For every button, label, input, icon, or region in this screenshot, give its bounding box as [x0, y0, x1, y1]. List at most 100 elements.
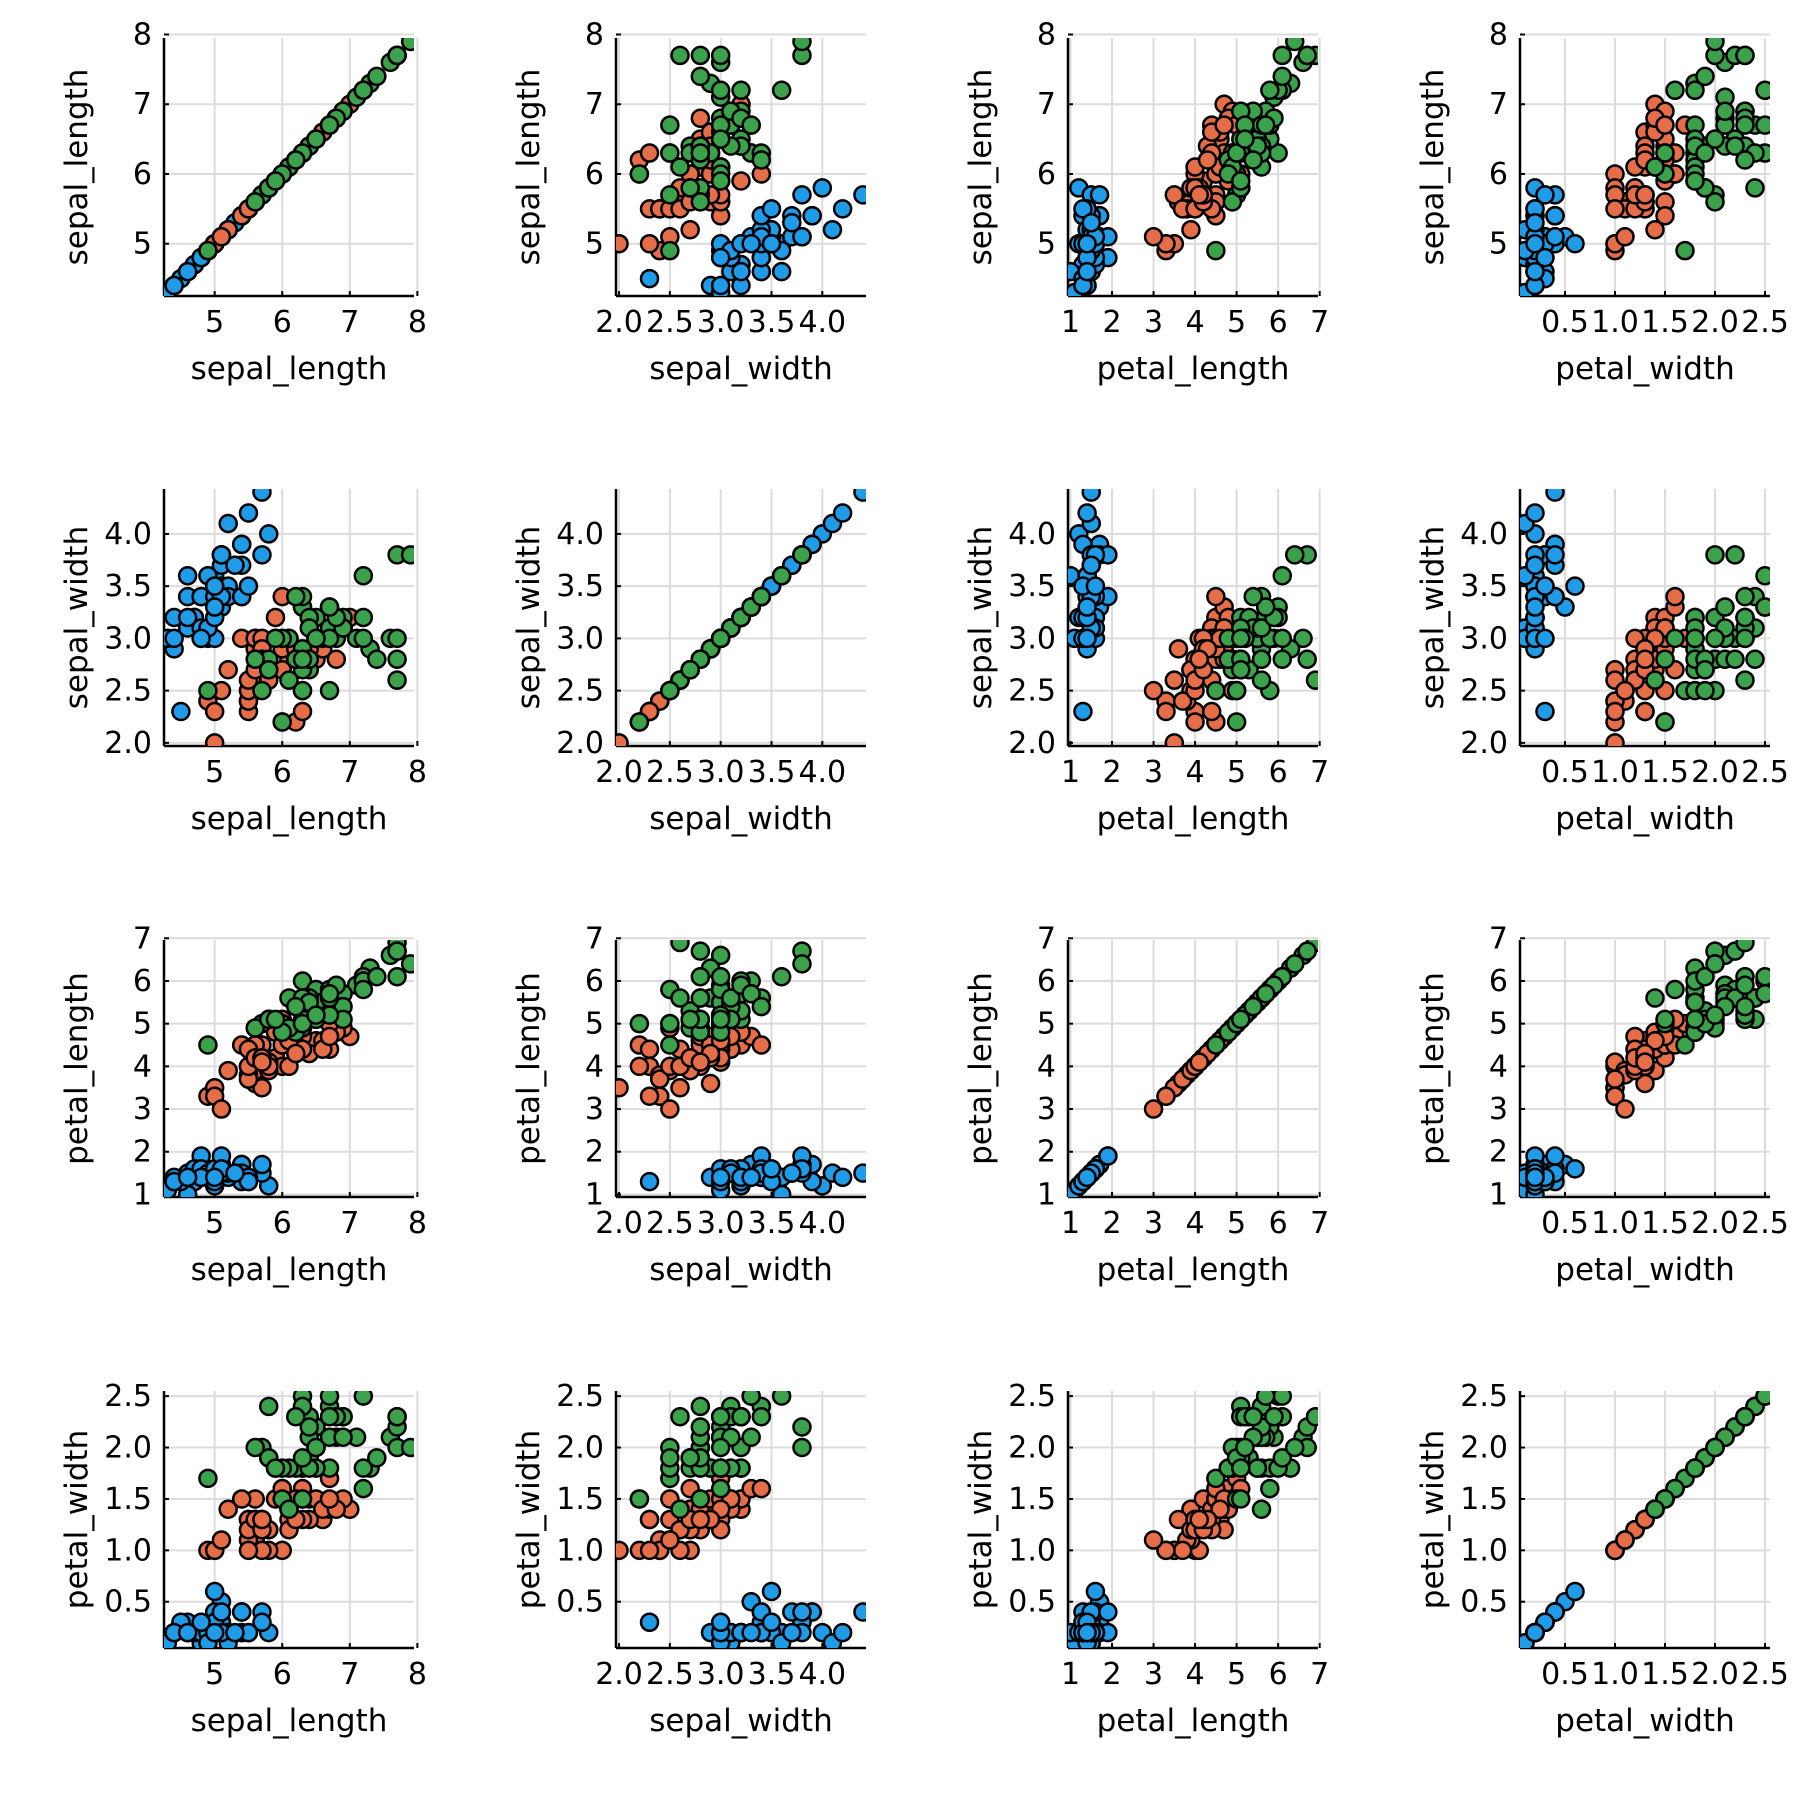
point-setosa	[832, 199, 853, 219]
point-virginica	[1235, 1437, 1255, 1458]
point-setosa	[1098, 1602, 1118, 1622]
x-tick-label: 7	[1310, 1657, 1329, 1692]
point-virginica	[198, 1468, 218, 1489]
y-tick-label: 1.0	[104, 1533, 152, 1568]
point-virginica	[1284, 954, 1305, 974]
point-virginica	[286, 1406, 306, 1427]
point-virginica	[710, 945, 731, 966]
point-setosa	[1077, 503, 1097, 523]
x-tick-label: 4.0	[798, 1206, 846, 1241]
y-axis-label: petal_length	[59, 972, 95, 1165]
point-virginica	[1735, 115, 1755, 135]
point-virginica	[279, 670, 299, 690]
points-layer	[1520, 38, 1770, 296]
y-tick-label: 7	[1489, 87, 1508, 122]
point-virginica	[1755, 80, 1770, 101]
point-versicolor	[1168, 639, 1189, 659]
point-virginica	[629, 164, 650, 184]
point-virginica	[1695, 659, 1715, 680]
point-versicolor	[616, 1540, 629, 1561]
point-virginica	[1655, 712, 1675, 732]
point-virginica	[245, 192, 265, 212]
y-axis-label: sepal_width	[963, 526, 999, 709]
point-setosa	[639, 1612, 660, 1633]
point-virginica	[741, 984, 761, 1004]
point-setosa	[761, 1581, 782, 1602]
point-virginica	[1226, 143, 1247, 163]
x-tick-label: 8	[408, 1657, 427, 1692]
point-virginica	[1695, 966, 1715, 987]
point-virginica	[1735, 975, 1755, 996]
point-virginica	[1222, 192, 1243, 212]
point-setosa	[1545, 1146, 1565, 1166]
x-tick-label: 2.0	[595, 1657, 643, 1692]
point-virginica	[680, 1009, 700, 1030]
point-virginica	[1251, 670, 1272, 690]
subplot-sepal_width-vs-petal_length: 1 2 3 4 5 6 7 2.0 2.5 3.0 3.5 4.0 petal_length sepal_…	[963, 489, 1329, 837]
point-versicolor	[1172, 1540, 1193, 1561]
point-virginica	[1735, 586, 1755, 607]
points-layer	[164, 489, 414, 746]
y-tick-label: 5	[585, 1007, 604, 1042]
y-tick-label: 0.5	[104, 1585, 152, 1620]
point-virginica	[279, 1499, 299, 1519]
point-virginica	[387, 45, 407, 66]
x-axis-label: petal_length	[1097, 1703, 1290, 1739]
point-setosa	[1525, 261, 1545, 282]
point-versicolor	[211, 1530, 232, 1550]
y-tick-label: 4.0	[1008, 517, 1056, 552]
point-virginica	[1235, 129, 1255, 149]
y-tick-label: 0.5	[1008, 1585, 1056, 1620]
point-virginica	[1675, 240, 1695, 261]
point-versicolor	[1645, 1031, 1665, 1051]
point-virginica	[1243, 150, 1263, 170]
point-virginica	[245, 1018, 265, 1038]
y-axis-label: petal_width	[59, 1430, 95, 1609]
point-virginica	[319, 1406, 340, 1427]
x-tick-label: 0.5	[1541, 1657, 1589, 1692]
point-setosa	[802, 206, 822, 226]
point-virginica	[265, 1458, 286, 1478]
x-tick-label: 2	[1102, 305, 1121, 340]
y-axis-label: sepal_width	[59, 526, 95, 709]
point-setosa	[741, 233, 761, 254]
point-virginica	[1755, 565, 1770, 586]
point-virginica	[353, 1391, 374, 1406]
point-virginica	[690, 66, 711, 87]
y-tick-label: 6	[1037, 964, 1056, 999]
point-setosa	[211, 545, 232, 565]
point-setosa	[761, 1159, 782, 1179]
point-virginica	[1725, 649, 1745, 670]
point-virginica	[1247, 1458, 1268, 1478]
point-virginica	[245, 1437, 265, 1458]
x-tick-label: 2.5	[1741, 1657, 1789, 1692]
point-virginica	[710, 1406, 731, 1427]
y-tick-label: 3.0	[104, 621, 152, 656]
point-virginica	[690, 143, 711, 163]
point-virginica	[1755, 984, 1770, 1004]
point-virginica	[690, 1396, 711, 1417]
x-axis-label: petal_width	[1555, 801, 1734, 837]
point-virginica	[1645, 1499, 1665, 1519]
point-virginica	[1735, 150, 1755, 170]
x-tick-label: 2.0	[1691, 1657, 1739, 1692]
point-versicolor	[218, 1499, 238, 1519]
points-layer	[1520, 489, 1770, 746]
point-virginica	[1226, 680, 1247, 701]
x-tick-label: 5	[205, 305, 224, 340]
point-virginica	[660, 185, 680, 205]
point-versicolor	[1635, 649, 1655, 670]
x-tick-label: 3	[1144, 305, 1163, 340]
x-tick-label: 4.0	[798, 1657, 846, 1692]
point-versicolor	[1164, 185, 1185, 205]
x-tick-label: 2.5	[646, 1206, 694, 1241]
y-tick-label: 7	[585, 87, 604, 122]
y-axis-label: sepal_length	[1415, 69, 1451, 266]
y-tick-label: 6	[133, 157, 152, 192]
point-setosa	[782, 1622, 802, 1643]
x-axis-label: petal_length	[1097, 801, 1290, 837]
point-virginica	[670, 940, 690, 953]
point-versicolor	[286, 1043, 306, 1064]
y-tick-label: 6	[133, 964, 152, 999]
point-virginica	[660, 680, 680, 701]
